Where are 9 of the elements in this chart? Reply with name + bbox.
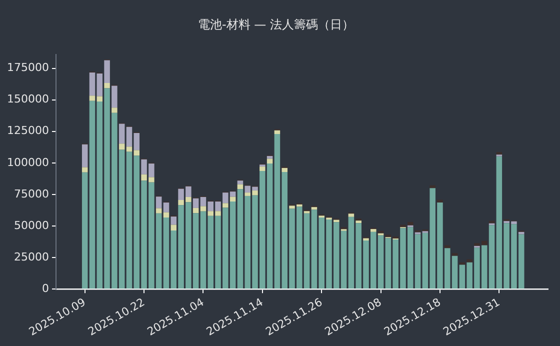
y-tick-label: 75000 xyxy=(14,187,49,200)
y-tick-label: 150000 xyxy=(6,92,49,106)
y-tick-label: 0 xyxy=(42,282,49,295)
y-tick-label: 125000 xyxy=(6,124,49,138)
chart-title: 電池-材料 — 法人籌碼（日） xyxy=(198,17,354,32)
y-tick-label: 175000 xyxy=(6,61,49,74)
y-tick-label: 100000 xyxy=(6,156,49,169)
y-tick-label: 50000 xyxy=(14,218,49,232)
y-tick-label: 25000 xyxy=(14,250,49,264)
